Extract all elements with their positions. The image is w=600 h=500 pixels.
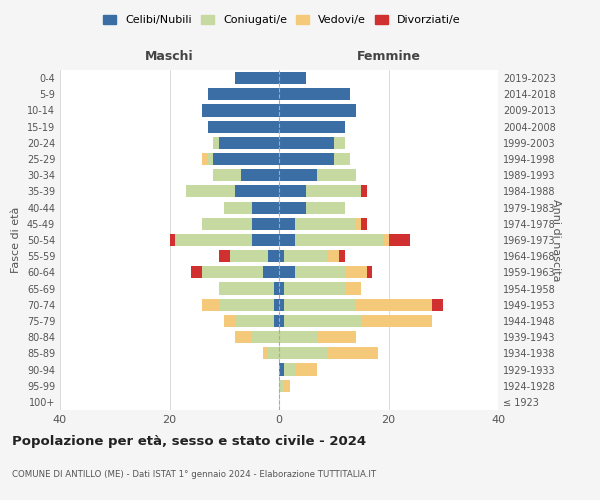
- Bar: [214, 169, 241, 181]
- Bar: [389, 234, 410, 246]
- Bar: [279, 266, 295, 278]
- Bar: [279, 364, 284, 376]
- Bar: [295, 218, 356, 230]
- Bar: [284, 250, 328, 262]
- Bar: [295, 234, 383, 246]
- Bar: [219, 137, 279, 149]
- Bar: [279, 202, 307, 213]
- Bar: [279, 186, 307, 198]
- Text: Femmine: Femmine: [356, 50, 421, 63]
- Bar: [241, 169, 279, 181]
- Bar: [251, 331, 279, 343]
- Bar: [345, 282, 361, 294]
- Bar: [169, 234, 175, 246]
- Bar: [361, 315, 432, 327]
- Bar: [317, 169, 356, 181]
- Bar: [214, 137, 219, 149]
- Bar: [279, 380, 284, 392]
- Bar: [356, 298, 433, 311]
- Bar: [208, 120, 279, 132]
- Bar: [279, 72, 307, 84]
- Bar: [214, 153, 279, 165]
- Bar: [263, 266, 279, 278]
- Bar: [284, 282, 345, 294]
- Bar: [263, 348, 268, 360]
- Bar: [339, 250, 345, 262]
- Text: Maschi: Maschi: [145, 50, 194, 63]
- Bar: [251, 202, 279, 213]
- Bar: [295, 364, 317, 376]
- Bar: [202, 266, 263, 278]
- Bar: [279, 104, 356, 117]
- Bar: [251, 218, 279, 230]
- Bar: [230, 250, 268, 262]
- Bar: [284, 298, 356, 311]
- Text: Popolazione per età, sesso e stato civile - 2024: Popolazione per età, sesso e stato civil…: [12, 435, 366, 448]
- Bar: [307, 202, 344, 213]
- Bar: [334, 153, 350, 165]
- Bar: [328, 348, 377, 360]
- Bar: [279, 88, 350, 101]
- Bar: [274, 282, 279, 294]
- Bar: [284, 380, 290, 392]
- Bar: [334, 137, 344, 149]
- Bar: [279, 315, 284, 327]
- Bar: [279, 331, 317, 343]
- Bar: [279, 250, 284, 262]
- Bar: [328, 250, 339, 262]
- Bar: [279, 282, 284, 294]
- Bar: [367, 266, 372, 278]
- Bar: [186, 186, 235, 198]
- Bar: [208, 88, 279, 101]
- Bar: [279, 218, 295, 230]
- Bar: [219, 250, 230, 262]
- Text: COMUNE DI ANTILLO (ME) - Dati ISTAT 1° gennaio 2024 - Elaborazione TUTTITALIA.IT: COMUNE DI ANTILLO (ME) - Dati ISTAT 1° g…: [12, 470, 376, 479]
- Bar: [279, 348, 328, 360]
- Bar: [235, 72, 279, 84]
- Bar: [235, 315, 274, 327]
- Bar: [235, 331, 251, 343]
- Bar: [219, 282, 274, 294]
- Legend: Celibi/Nubili, Coniugati/e, Vedovi/e, Divorziati/e: Celibi/Nubili, Coniugati/e, Vedovi/e, Di…: [99, 10, 465, 30]
- Bar: [202, 104, 279, 117]
- Bar: [208, 153, 214, 165]
- Bar: [175, 234, 251, 246]
- Bar: [202, 298, 219, 311]
- Bar: [268, 250, 279, 262]
- Bar: [202, 153, 208, 165]
- Bar: [345, 266, 367, 278]
- Bar: [279, 169, 317, 181]
- Bar: [235, 186, 279, 198]
- Y-axis label: Anni di nascita: Anni di nascita: [551, 198, 561, 281]
- Bar: [284, 315, 361, 327]
- Bar: [279, 153, 334, 165]
- Bar: [279, 234, 295, 246]
- Bar: [361, 186, 367, 198]
- Bar: [224, 202, 251, 213]
- Bar: [279, 120, 345, 132]
- Bar: [251, 234, 279, 246]
- Bar: [356, 218, 361, 230]
- Bar: [307, 186, 361, 198]
- Bar: [279, 298, 284, 311]
- Bar: [383, 234, 389, 246]
- Bar: [202, 218, 251, 230]
- Bar: [224, 315, 235, 327]
- Y-axis label: Fasce di età: Fasce di età: [11, 207, 21, 273]
- Bar: [317, 331, 356, 343]
- Bar: [274, 298, 279, 311]
- Bar: [219, 298, 274, 311]
- Bar: [268, 348, 279, 360]
- Bar: [279, 137, 334, 149]
- Bar: [295, 266, 345, 278]
- Bar: [433, 298, 443, 311]
- Bar: [191, 266, 202, 278]
- Bar: [274, 315, 279, 327]
- Bar: [284, 364, 295, 376]
- Bar: [361, 218, 367, 230]
